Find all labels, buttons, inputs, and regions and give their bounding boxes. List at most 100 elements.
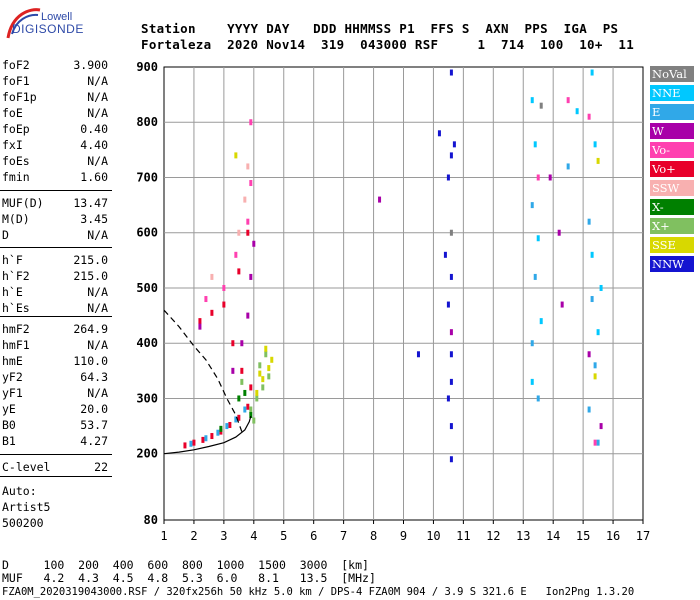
data-point bbox=[189, 440, 193, 447]
param-row: B1 4.27 bbox=[2, 434, 108, 450]
data-point bbox=[449, 329, 453, 336]
param-row: fxI 4.40 bbox=[2, 138, 108, 154]
param-value: N/A bbox=[87, 301, 108, 315]
footer-file-info: FZA0M_2020319043000.RSF / 320fx256h 50 k… bbox=[2, 586, 635, 598]
param-name: D bbox=[2, 228, 9, 242]
data-point bbox=[249, 412, 253, 419]
digisonde-swoosh-icon bbox=[6, 8, 41, 39]
data-point bbox=[225, 423, 229, 430]
param-row: foF2 3.900 bbox=[2, 58, 108, 74]
legend-item-noval: NoVal bbox=[650, 66, 694, 82]
x-tick-label: 14 bbox=[546, 529, 560, 543]
param-row: yF1 N/A bbox=[2, 386, 108, 402]
data-point bbox=[237, 229, 241, 236]
legend-item-e: E bbox=[650, 104, 694, 120]
param-value: 4.40 bbox=[80, 138, 108, 152]
x-tick-label: 3 bbox=[220, 529, 227, 543]
data-point bbox=[449, 423, 453, 430]
data-point bbox=[246, 229, 250, 236]
footer-distance-row: D 100 200 400 600 800 1000 1500 3000 [km… bbox=[2, 558, 369, 572]
x-tick-label: 12 bbox=[486, 529, 500, 543]
y-tick-label: 300 bbox=[136, 391, 158, 405]
param-row: foEp 0.40 bbox=[2, 122, 108, 138]
param-name: yE bbox=[2, 402, 16, 416]
panel-divider bbox=[0, 316, 112, 317]
param-name: h`F2 bbox=[2, 269, 30, 283]
data-point bbox=[192, 439, 196, 446]
param-row: foF1 N/A bbox=[2, 74, 108, 90]
data-point bbox=[255, 389, 259, 396]
data-point bbox=[264, 345, 268, 352]
data-point bbox=[587, 351, 591, 358]
data-point bbox=[267, 373, 271, 380]
data-point bbox=[560, 301, 564, 308]
data-point bbox=[449, 273, 453, 280]
param-row: M(D) 3.45 bbox=[2, 212, 108, 228]
data-point bbox=[210, 273, 214, 280]
autoscale-id: 500200 bbox=[2, 516, 44, 530]
param-value: 53.7 bbox=[80, 418, 108, 432]
param-name: foEp bbox=[2, 122, 30, 136]
param-name: hmF1 bbox=[2, 338, 30, 352]
param-row: hmE 110.0 bbox=[2, 354, 108, 370]
data-point bbox=[228, 421, 232, 428]
param-name: MUF(D) bbox=[2, 196, 44, 210]
param-value: 22 bbox=[94, 460, 108, 474]
x-tick-label: 6 bbox=[310, 529, 317, 543]
data-point bbox=[533, 273, 537, 280]
data-point bbox=[267, 365, 271, 372]
param-name: h`Es bbox=[2, 301, 30, 315]
data-point bbox=[234, 416, 238, 423]
param-row: foF1p N/A bbox=[2, 90, 108, 106]
data-point bbox=[252, 417, 256, 424]
param-row: h`F 215.0 bbox=[2, 253, 108, 269]
data-point bbox=[237, 414, 241, 421]
data-point bbox=[587, 406, 591, 413]
x-tick-label: 2 bbox=[190, 529, 197, 543]
data-point bbox=[216, 429, 220, 436]
param-name: yF1 bbox=[2, 386, 23, 400]
data-point bbox=[557, 229, 561, 236]
param-name: yF2 bbox=[2, 370, 23, 384]
data-point bbox=[596, 329, 600, 336]
param-value: 1.60 bbox=[80, 170, 108, 184]
x-tick-label: 10 bbox=[426, 529, 440, 543]
data-point bbox=[587, 218, 591, 225]
data-point bbox=[222, 301, 226, 308]
data-point bbox=[590, 69, 594, 76]
data-point bbox=[252, 240, 256, 247]
param-value: 20.0 bbox=[80, 402, 108, 416]
data-point bbox=[596, 157, 600, 164]
data-point bbox=[264, 351, 268, 358]
param-value: 3.900 bbox=[73, 58, 108, 72]
data-point bbox=[234, 251, 238, 258]
data-point bbox=[416, 351, 420, 358]
data-point bbox=[258, 362, 262, 369]
data-point bbox=[530, 202, 534, 209]
data-point bbox=[222, 284, 226, 291]
data-point bbox=[249, 384, 253, 391]
param-name: hmF2 bbox=[2, 322, 30, 336]
data-point bbox=[575, 108, 579, 115]
panel-divider bbox=[0, 190, 112, 191]
legend-item-ssw: SSW bbox=[650, 180, 694, 196]
param-value: 3.45 bbox=[80, 212, 108, 226]
data-point bbox=[452, 141, 456, 148]
legend-item-nnw: NNW bbox=[650, 256, 694, 272]
data-point bbox=[261, 384, 265, 391]
data-point bbox=[593, 362, 597, 369]
param-value: N/A bbox=[87, 228, 108, 242]
y-tick-label: 400 bbox=[136, 336, 158, 350]
param-value: N/A bbox=[87, 338, 108, 352]
x-tick-label: 16 bbox=[606, 529, 620, 543]
data-point bbox=[231, 367, 235, 374]
data-point bbox=[246, 218, 250, 225]
legend-item-vo-: Vo+ bbox=[650, 161, 694, 177]
param-row: hmF2 264.9 bbox=[2, 322, 108, 338]
data-point bbox=[530, 340, 534, 347]
data-point bbox=[243, 196, 247, 203]
param-value: N/A bbox=[87, 154, 108, 168]
param-row: C-level 22 bbox=[2, 460, 108, 476]
data-point bbox=[590, 251, 594, 258]
